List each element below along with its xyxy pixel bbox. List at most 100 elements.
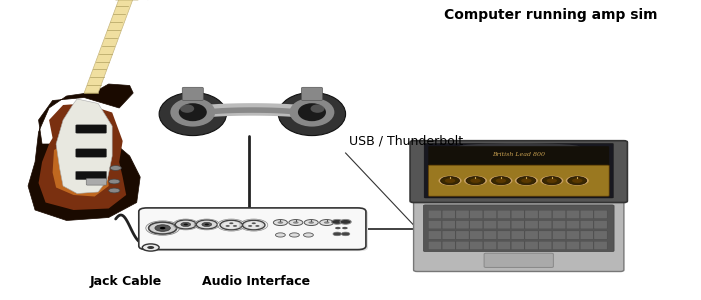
FancyBboxPatch shape <box>594 241 607 250</box>
FancyBboxPatch shape <box>566 210 580 218</box>
FancyBboxPatch shape <box>525 210 538 218</box>
Circle shape <box>324 221 329 224</box>
FancyBboxPatch shape <box>552 231 566 239</box>
Circle shape <box>308 221 314 224</box>
Text: British Lead 800: British Lead 800 <box>492 152 545 157</box>
Circle shape <box>289 220 303 226</box>
Circle shape <box>181 222 191 227</box>
Text: Jack Cable: Jack Cable <box>90 275 163 288</box>
Ellipse shape <box>180 104 194 113</box>
Circle shape <box>109 188 120 193</box>
FancyBboxPatch shape <box>497 231 510 239</box>
FancyBboxPatch shape <box>484 210 497 218</box>
FancyBboxPatch shape <box>428 241 442 250</box>
FancyBboxPatch shape <box>497 241 510 250</box>
Circle shape <box>466 177 485 185</box>
FancyBboxPatch shape <box>552 220 566 229</box>
Circle shape <box>332 219 343 224</box>
FancyBboxPatch shape <box>484 220 497 229</box>
FancyBboxPatch shape <box>539 241 552 250</box>
FancyBboxPatch shape <box>76 171 107 180</box>
FancyBboxPatch shape <box>484 231 497 239</box>
FancyBboxPatch shape <box>139 208 366 250</box>
Ellipse shape <box>311 104 325 113</box>
FancyBboxPatch shape <box>594 231 607 239</box>
Ellipse shape <box>159 92 226 136</box>
FancyBboxPatch shape <box>456 241 469 250</box>
Circle shape <box>491 177 510 185</box>
FancyBboxPatch shape <box>566 231 580 239</box>
FancyBboxPatch shape <box>442 241 455 250</box>
Circle shape <box>304 233 313 237</box>
Circle shape <box>245 221 262 229</box>
Circle shape <box>226 225 230 227</box>
Ellipse shape <box>458 143 580 150</box>
FancyBboxPatch shape <box>428 220 442 229</box>
Text: USB / Thunderbolt: USB / Thunderbolt <box>349 134 463 148</box>
Text: Audio Interface: Audio Interface <box>202 275 310 288</box>
FancyBboxPatch shape <box>76 149 107 157</box>
FancyBboxPatch shape <box>182 87 203 101</box>
FancyBboxPatch shape <box>442 210 455 218</box>
Circle shape <box>341 232 350 236</box>
Circle shape <box>515 176 538 186</box>
FancyBboxPatch shape <box>423 205 614 252</box>
Circle shape <box>320 220 334 226</box>
FancyBboxPatch shape <box>428 231 442 239</box>
FancyBboxPatch shape <box>86 178 107 185</box>
FancyBboxPatch shape <box>539 220 552 229</box>
FancyBboxPatch shape <box>442 220 455 229</box>
FancyBboxPatch shape <box>552 210 566 218</box>
Text: Computer running amp sim: Computer running amp sim <box>444 8 657 22</box>
Circle shape <box>184 224 188 225</box>
Circle shape <box>342 227 348 229</box>
Ellipse shape <box>170 98 215 127</box>
FancyBboxPatch shape <box>484 241 497 250</box>
FancyBboxPatch shape <box>511 241 524 250</box>
Circle shape <box>489 176 512 186</box>
Circle shape <box>142 244 159 251</box>
Polygon shape <box>28 84 140 220</box>
FancyBboxPatch shape <box>301 87 322 101</box>
Circle shape <box>333 232 341 236</box>
Circle shape <box>572 178 583 183</box>
Circle shape <box>568 177 587 185</box>
FancyBboxPatch shape <box>539 231 552 239</box>
FancyBboxPatch shape <box>410 141 627 202</box>
FancyBboxPatch shape <box>539 210 552 218</box>
Circle shape <box>521 178 531 183</box>
Circle shape <box>196 220 217 229</box>
Circle shape <box>229 222 233 224</box>
Circle shape <box>335 227 341 229</box>
FancyBboxPatch shape <box>141 209 368 251</box>
FancyBboxPatch shape <box>566 241 580 250</box>
Circle shape <box>517 177 536 185</box>
FancyBboxPatch shape <box>428 165 609 196</box>
Ellipse shape <box>298 103 326 121</box>
Circle shape <box>543 177 562 185</box>
Circle shape <box>441 177 460 185</box>
FancyBboxPatch shape <box>456 220 469 229</box>
FancyBboxPatch shape <box>511 220 524 229</box>
FancyBboxPatch shape <box>470 210 483 218</box>
Circle shape <box>278 221 283 224</box>
FancyBboxPatch shape <box>580 210 593 218</box>
Circle shape <box>155 225 170 231</box>
Circle shape <box>304 220 318 226</box>
FancyBboxPatch shape <box>580 220 593 229</box>
FancyBboxPatch shape <box>552 241 566 250</box>
FancyBboxPatch shape <box>428 210 442 218</box>
FancyBboxPatch shape <box>525 220 538 229</box>
FancyBboxPatch shape <box>525 231 538 239</box>
FancyBboxPatch shape <box>470 231 483 239</box>
FancyBboxPatch shape <box>470 241 483 250</box>
FancyBboxPatch shape <box>594 210 607 218</box>
FancyBboxPatch shape <box>470 220 483 229</box>
Circle shape <box>464 176 487 186</box>
Circle shape <box>248 225 252 227</box>
Circle shape <box>220 220 243 230</box>
Circle shape <box>175 220 196 229</box>
Circle shape <box>293 221 299 224</box>
Polygon shape <box>39 103 126 210</box>
Circle shape <box>233 225 237 227</box>
